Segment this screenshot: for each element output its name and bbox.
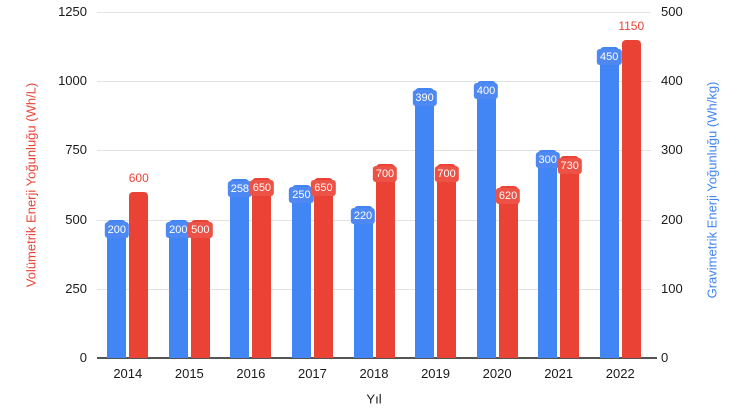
bar-volumetric-2014 <box>129 191 149 358</box>
x-category-label: 2015 <box>174 366 204 381</box>
x-axis-title: Yıl <box>366 391 382 407</box>
bar-gravimetric-2014 <box>107 219 127 358</box>
right-axis-title: Gravimetrik Enerji Yoğunluğu (Wh/kg) <box>704 81 720 299</box>
x-category-label: 2021 <box>544 366 574 381</box>
bar-gravimetric-2016 <box>230 179 250 358</box>
left-axis-tick: 500 <box>65 211 87 227</box>
bar-gravimetric-2018 <box>353 205 373 358</box>
bar-value-label: 200 <box>166 221 191 238</box>
bar-value-label: 400 <box>473 83 499 100</box>
bar-value-label: 700 <box>434 166 459 183</box>
bar-value-label: 250 <box>289 187 314 203</box>
bar-value-label: 390 <box>412 90 437 107</box>
bar-volumetric-2021 <box>560 155 580 358</box>
right-axis-tick: 100 <box>661 280 683 296</box>
bar-value-label: 500 <box>188 221 213 238</box>
bar-value-label: 650 <box>311 180 336 197</box>
x-category-label: 2014 <box>113 366 143 381</box>
gridline <box>97 81 651 83</box>
bar-volumetric-2017 <box>313 178 333 358</box>
left-axis-tick: 0 <box>79 350 87 365</box>
bar-gravimetric-2015 <box>168 219 188 358</box>
x-category-label: 2019 <box>421 366 450 381</box>
left-axis-tick: 1000 <box>58 73 87 89</box>
right-axis-tick: 200 <box>661 211 683 227</box>
bar-volumetric-2016 <box>252 178 272 358</box>
right-axis-tick: 300 <box>661 142 683 158</box>
bar-value-label: 450 <box>597 48 622 65</box>
gridline <box>97 288 651 290</box>
gridline <box>97 150 651 152</box>
bar-gravimetric-2020 <box>476 81 496 358</box>
bar-volumetric-2020 <box>498 186 518 358</box>
bar-value-label: 220 <box>350 207 376 224</box>
right-axis-tick: 400 <box>661 73 683 89</box>
bar-value-label: 200 <box>104 221 129 238</box>
bar-gravimetric-2021 <box>538 150 558 358</box>
bar-value-label: 650 <box>249 180 275 197</box>
bar-gravimetric-2017 <box>291 185 311 358</box>
bar-gravimetric-2019 <box>415 88 435 358</box>
right-axis-tick: 500 <box>661 4 683 19</box>
bar-value-label: 700 <box>372 166 398 183</box>
bar-value-label: 300 <box>535 152 560 169</box>
left-axis-tick: 1250 <box>58 4 87 19</box>
bar-value-label: 620 <box>495 188 521 205</box>
bar-volumetric-2015 <box>190 219 210 358</box>
bar-value-label: 258 <box>227 181 253 198</box>
x-category-label: 2022 <box>605 366 635 381</box>
x-category-label: 2016 <box>236 366 266 381</box>
bar-value-label: 730 <box>557 157 582 174</box>
x-category-label: 2020 <box>482 366 512 381</box>
bar-volumetric-2022 <box>621 39 641 358</box>
x-category-label: 2017 <box>297 366 327 381</box>
left-axis-tick: 750 <box>65 142 87 158</box>
bar-volumetric-2019 <box>437 164 457 358</box>
x-category-label: 2018 <box>359 366 389 381</box>
right-axis-tick: 0 <box>661 350 669 365</box>
gridline <box>97 12 651 13</box>
left-axis-tick: 250 <box>65 280 87 296</box>
left-axis-title: Volümetrik Enerji Yoğunluğu (Wh/L) <box>23 82 39 288</box>
bar-value-label: 600 <box>128 170 149 185</box>
bar-gravimetric-2022 <box>599 46 619 358</box>
x-axis-baseline <box>97 357 657 359</box>
bar-value-label: 1150 <box>618 18 645 33</box>
bar-volumetric-2018 <box>375 164 395 358</box>
